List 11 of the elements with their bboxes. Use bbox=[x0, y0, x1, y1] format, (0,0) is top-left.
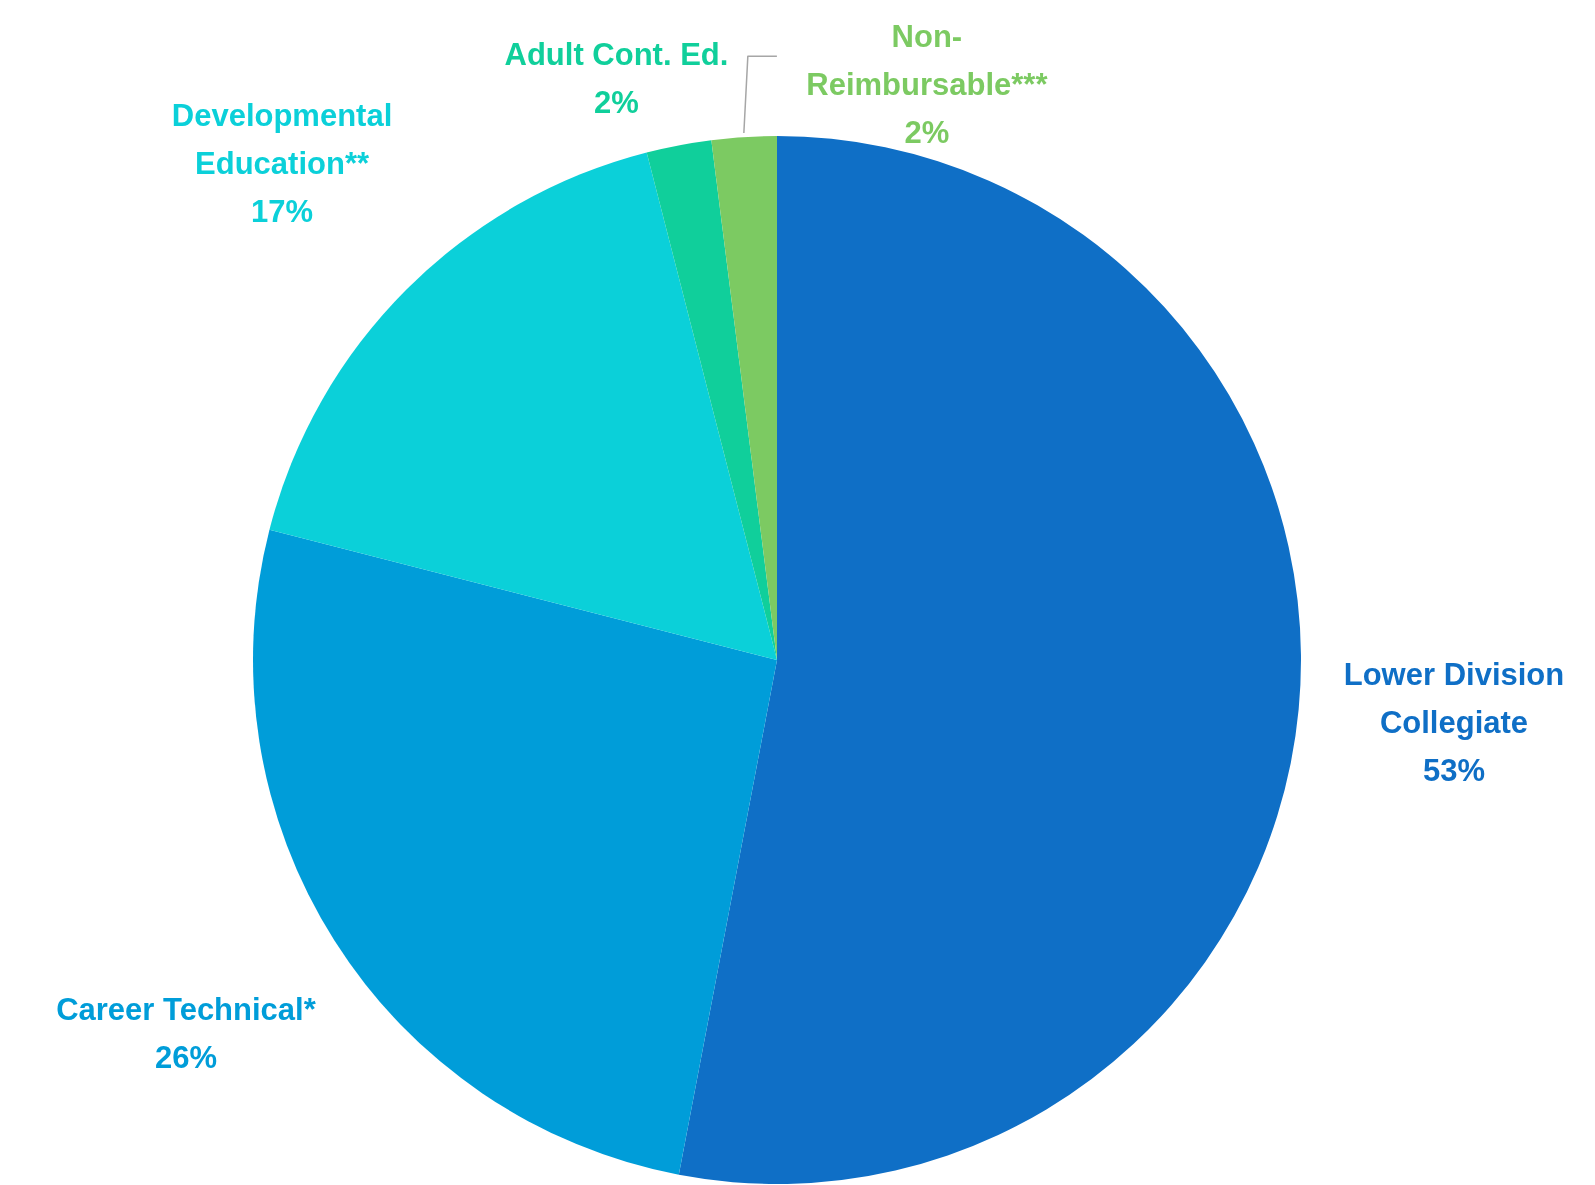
slice-label: Adult Cont. Ed. bbox=[504, 37, 729, 73]
data-label: 2% bbox=[594, 85, 639, 121]
slice-label: Career Technical* bbox=[56, 992, 317, 1028]
data-label: 2% bbox=[904, 115, 950, 151]
slice-label: Non-Reimbursable*** bbox=[806, 19, 1049, 103]
data-label: 26% bbox=[154, 1040, 217, 1076]
data-label: 17% bbox=[251, 194, 314, 230]
data-label: 53% bbox=[1422, 752, 1486, 788]
pie-slice bbox=[646, 140, 777, 660]
slice-label: Developmental Education** bbox=[171, 98, 393, 182]
slice-label: Lower Division Collegiate bbox=[1343, 656, 1565, 740]
